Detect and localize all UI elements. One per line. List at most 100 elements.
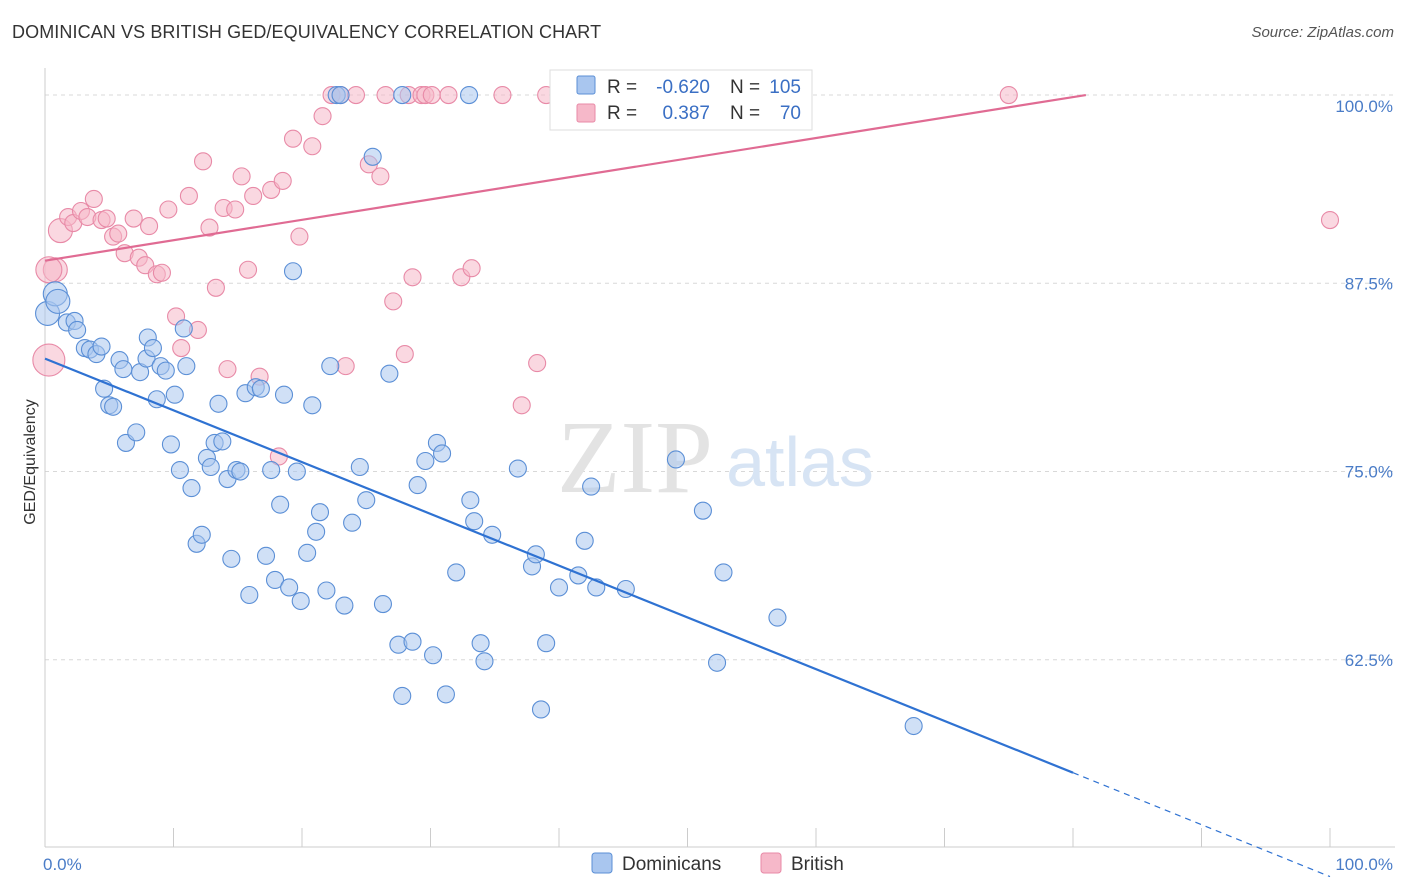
dominican-point [537,634,556,653]
dominican-point [475,652,494,671]
dominican-point [465,512,484,531]
dominican-point [459,86,479,105]
british-point [422,86,441,105]
british-point [283,129,303,148]
legend-r-label-2: R = [607,103,637,124]
watermark-zip: ZIP [557,400,713,515]
dominican-point [549,578,569,597]
dominican-point [143,338,162,358]
british-point [999,86,1018,105]
british-point [493,86,512,105]
british-point [194,152,213,171]
british-point [140,217,159,236]
dominican-points [35,86,923,736]
dominican-point [433,444,452,463]
legend-n-label-1: N = [730,77,760,98]
dominican-point [251,379,270,398]
dominican-point [331,86,350,105]
dominican-point [265,570,285,590]
watermark: ZIP atlas [557,400,874,515]
axes [44,68,1395,848]
dominican-point [114,360,133,379]
british-point [273,171,292,190]
dominican-point [92,337,111,356]
british-point [97,209,116,228]
bottom-legend-swatch-british [760,852,782,874]
dominican-point [310,503,330,522]
british-point [439,86,458,105]
dominican-point [298,543,317,562]
dominican-point [317,581,336,600]
y-tick-label: 100.0% [1335,97,1393,116]
y-tick-label: 75.0% [1345,463,1393,482]
british-point [238,260,258,279]
british-point [395,345,414,364]
legend-n-value-2: 70 [780,103,801,124]
dominican-point [192,525,211,544]
dominican-point [321,357,340,376]
dominican-point [471,634,490,653]
british-point [206,278,225,297]
dominican-point [436,685,455,704]
dominican-point [508,459,527,478]
dominican-point [380,364,399,383]
dominican-point [768,608,787,627]
british-point [200,218,219,237]
dominican-point [693,501,712,520]
dominican-point [127,423,146,442]
legend-r-value-2: 0.387 [662,103,710,124]
dominican-point [274,385,294,404]
dominican-point [240,585,259,605]
dominican-point [177,357,196,376]
dominican-point [156,361,175,380]
y-tick-label: 87.5% [1345,274,1393,293]
british-point [226,200,245,219]
british-point [152,263,171,282]
x-tick-label: 100.0% [1335,855,1393,874]
dominican-trend-line [44,357,1074,774]
legend-swatch-pink [576,103,596,123]
legend-n-label-2: N = [730,103,760,124]
legend-n-value-1: 105 [769,77,801,98]
british-point [313,107,332,126]
british-point [462,259,481,278]
dominican-point [287,462,306,481]
british-point [179,186,198,206]
british-point [232,167,251,186]
bottom-legend-swatch-dominicans [591,852,613,874]
chart-title: DOMINICAN VS BRITISH GED/EQUIVALENCY COR… [12,22,602,42]
dominican-point [68,320,87,340]
dominican-point [904,716,923,736]
dominican-point [283,262,303,281]
dominican-point [393,686,412,705]
british-point [528,354,547,373]
y-tick-label: 62.5% [1345,651,1393,670]
british-point [336,357,355,376]
dominican-point [165,385,184,404]
british-point [109,224,128,243]
british-point [303,137,322,156]
dominican-point [231,462,250,481]
dominican-point [303,396,322,415]
y-axis-label: GED/Equivalency [22,399,39,524]
dominican-point [393,86,412,105]
legend-r-label-1: R = [607,77,637,98]
watermark-atlas: atlas [726,423,874,501]
trend-lines [44,93,1331,878]
dominican-point [174,319,193,338]
british-point [371,167,390,186]
british-point [244,186,263,206]
chart-source: Source: ZipAtlas.com [1251,24,1394,41]
british-point [290,227,309,246]
bottom-legend-label-dominicans: Dominicans [622,854,721,875]
dominican-point [335,596,354,615]
dominican-point [307,522,326,541]
british-point [124,209,143,228]
dominican-point [416,451,435,471]
dominican-point [708,653,727,672]
bottom-legend: Dominicans British [591,852,844,875]
x-tick-label: 0.0% [43,855,82,874]
dominican-point [373,594,393,614]
dominican-point [575,531,594,550]
